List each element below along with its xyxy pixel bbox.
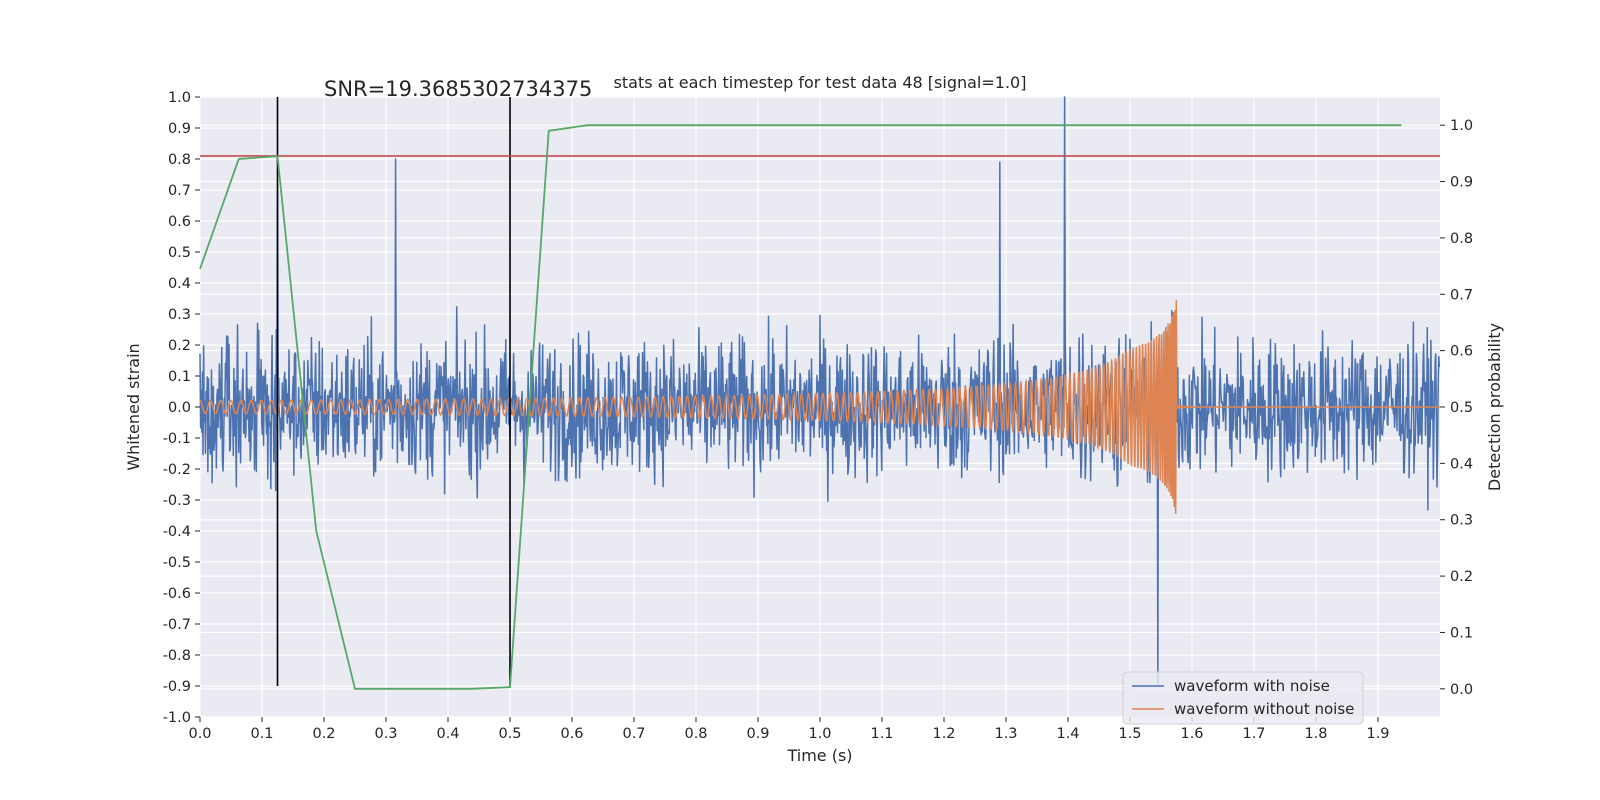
- y-tick-label-left: -0.8: [163, 648, 191, 664]
- y-tick-label-left: 1.0: [168, 90, 191, 106]
- y-tick-label-left: 0.8: [168, 152, 191, 168]
- x-axis-label: Time (s): [786, 746, 852, 765]
- x-axis: 0.0 0.1 0.2 0.3 0.4 0.5 0.6 0.7 0.8 0.9 1.0 1.1 1.2 1…: [188, 717, 1390, 742]
- x-tick-label: 1.8: [1304, 726, 1327, 742]
- y-tick-label-right: 1.0: [1450, 118, 1473, 134]
- x-tick-label: 0.4: [436, 726, 459, 742]
- y-tick-label-left: 0.1: [168, 369, 191, 385]
- y-axis-right: 0.0 0.1 0.2 0.3 0.4 0.5 0.6 0.7 0.8 0.9 1.0: [1440, 118, 1473, 698]
- legend-box: [1122, 671, 1364, 725]
- y-tick-label-left: 0.9: [168, 121, 191, 137]
- x-tick-label: 0.2: [312, 726, 335, 742]
- y-tick-label-left: 0.3: [168, 307, 191, 323]
- x-tick-label: 1.5: [1118, 726, 1141, 742]
- y-tick-label-left: -0.7: [163, 617, 191, 633]
- x-tick-label: 0.8: [684, 726, 707, 742]
- y-tick-label-left: -0.5: [163, 555, 191, 571]
- y-axis-left: -1.0 -0.9 -0.8 -0.7 -0.6 -0.5 -0.4 -0.3 -0.2 -0.1…: [163, 90, 200, 726]
- series-waveform-with-noise: [199, 96, 1441, 687]
- x-tick-label: 1.2: [932, 726, 955, 742]
- y-tick-label-left: -0.2: [163, 462, 191, 478]
- y-tick-label-left: 0.0: [168, 400, 191, 416]
- y-tick-label-left: 0.6: [168, 214, 191, 230]
- y-tick-label-left: 0.5: [168, 245, 191, 261]
- y-tick-label-left: -0.6: [163, 586, 191, 602]
- y-tick-label-right: 0.6: [1450, 344, 1473, 360]
- series-detection-probability: [199, 124, 1402, 690]
- y-axis-label-right: Detection probability: [1485, 323, 1504, 491]
- snr-annotation: SNR=19.3685302734375: [324, 77, 592, 101]
- y-tick-label-left: -0.4: [163, 524, 191, 540]
- x-tick-label: 0.5: [498, 726, 521, 742]
- x-tick-label: 0.3: [374, 726, 397, 742]
- y-tick-label-left: -0.9: [163, 679, 191, 695]
- y-tick-label-right: 0.2: [1450, 569, 1473, 585]
- y-tick-label-left: -0.3: [163, 493, 191, 509]
- y-axis-label-left: Whitened strain: [124, 343, 143, 470]
- legend-label-noise: waveform with noise: [1174, 677, 1330, 695]
- y-tick-label-left: -0.1: [163, 431, 191, 447]
- x-tick-label: 1.4: [1056, 726, 1079, 742]
- y-tick-label-left: 0.2: [168, 338, 191, 354]
- series-waveform-without-noise: [199, 299, 1440, 514]
- x-tick-label: 0.1: [250, 726, 273, 742]
- y-tick-label-right: 0.1: [1450, 625, 1473, 641]
- y-tick-label-right: 0.9: [1450, 175, 1473, 191]
- x-tick-label: 0.9: [746, 726, 769, 742]
- overlays: [199, 97, 1440, 690]
- y-tick-label-right: 0.4: [1450, 456, 1473, 472]
- legend: waveform with noise waveform without noi…: [1122, 671, 1364, 725]
- y-tick-label-right: 0.3: [1450, 513, 1473, 529]
- y-tick-label-right: 0.5: [1450, 400, 1473, 416]
- x-tick-label: 0.7: [622, 726, 645, 742]
- chart-title: stats at each timestep for test data 48 …: [614, 73, 1027, 92]
- legend-label-clean: waveform without noise: [1174, 700, 1354, 718]
- y-tick-label-right: 0.8: [1450, 231, 1473, 247]
- y-tick-label-left: 0.7: [168, 183, 191, 199]
- x-tick-label: 1.3: [994, 726, 1017, 742]
- y-tick-label-left: 0.4: [168, 276, 191, 292]
- x-tick-label: 1.9: [1366, 726, 1389, 742]
- y-tick-label-left: -1.0: [163, 710, 191, 726]
- y-tick-label-right: 0.7: [1450, 287, 1473, 303]
- x-tick-label: 0.6: [560, 726, 583, 742]
- y-tick-label-right: 0.0: [1450, 682, 1473, 698]
- x-tick-label: 1.0: [808, 726, 831, 742]
- waveforms: [199, 96, 1441, 687]
- x-tick-label: 1.1: [870, 726, 893, 742]
- x-tick-label: 0.0: [188, 726, 211, 742]
- x-tick-label: 1.6: [1180, 726, 1203, 742]
- x-tick-label: 1.7: [1242, 726, 1265, 742]
